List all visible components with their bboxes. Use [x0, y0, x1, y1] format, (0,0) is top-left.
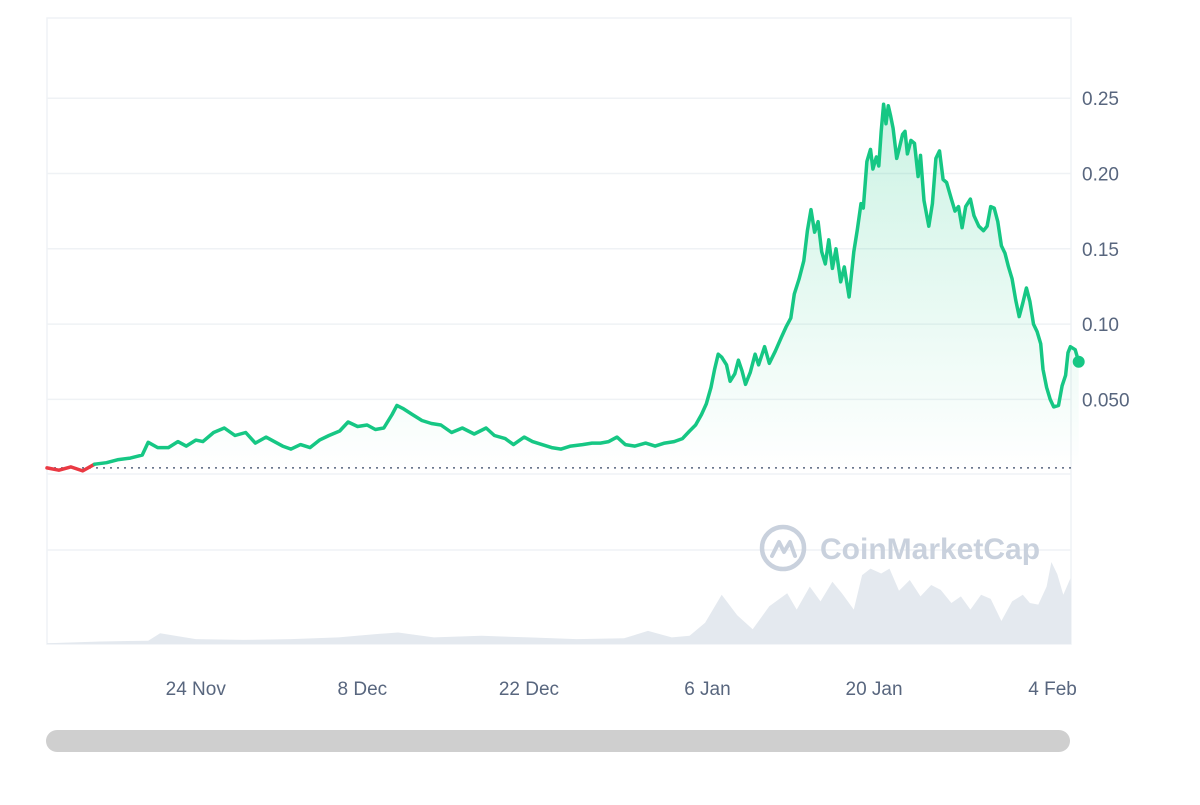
price-line	[45, 102, 1085, 473]
watermark: CoinMarketCap	[759, 524, 1040, 572]
volume-fill	[47, 562, 1071, 644]
y-tick-label: 0.050	[1082, 390, 1130, 411]
y-tick-label: 0.15	[1082, 240, 1119, 261]
time-range-scrollbar[interactable]	[46, 730, 1070, 752]
x-tick-label: 4 Feb	[1028, 679, 1077, 700]
price-area	[47, 104, 1079, 468]
volume-area	[47, 562, 1071, 644]
y-tick-label: 0.10	[1082, 315, 1119, 336]
area-fill	[47, 104, 1079, 468]
x-tick-label: 8 Dec	[338, 679, 388, 700]
x-tick-label: 20 Jan	[846, 679, 903, 700]
y-axis-labels: 0.050 0.10 0.15 0.20 0.25	[1082, 89, 1130, 411]
current-price-dot[interactable]	[1072, 355, 1085, 368]
y-tick-label: 0.25	[1082, 89, 1119, 110]
price-line-above-baseline	[92, 102, 1081, 466]
watermark-text: CoinMarketCap	[820, 533, 1040, 566]
x-tick-label: 6 Jan	[684, 679, 730, 700]
y-tick-label: 0.20	[1082, 165, 1119, 186]
x-tick-label: 22 Dec	[499, 679, 559, 700]
x-axis-labels: 24 Nov 8 Dec 22 Dec 6 Jan 20 Jan 4 Feb	[166, 679, 1077, 700]
watermark-logo-icon	[759, 524, 807, 572]
price-line-below-baseline	[45, 462, 97, 473]
x-tick-label: 24 Nov	[166, 679, 227, 700]
